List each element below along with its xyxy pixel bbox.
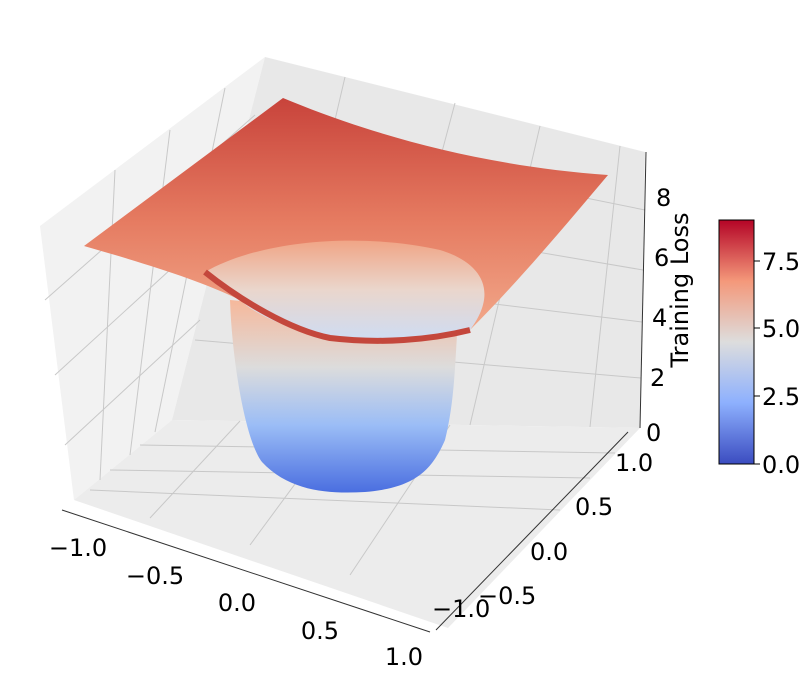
grid-line [89,489,561,511]
y-axis-line [435,431,629,631]
z-tick-label: 6 [654,244,669,272]
surface-funnel [230,300,458,493]
grid-line [99,169,116,481]
z-tick-label: 8 [656,184,671,212]
axis-lines [61,151,647,633]
colorbar-gradient [718,219,755,465]
x-tick-label: −1.0 [49,534,107,562]
x-tick-labels: −1.0 −0.5 0.0 0.5 1.0 [49,534,423,671]
y-tick-label: −0.5 [478,582,536,610]
y-tick-label: 0.5 [575,493,613,521]
x-axis-line [61,509,431,633]
colorbar: 0.0 2.5 5.0 7.5 [718,219,800,479]
z-tick-label: 0 [646,419,661,447]
surface [84,98,608,493]
grid-line [129,129,171,456]
z-axis-label: Training Loss [666,213,694,369]
y-tick-labels: −1.0 −0.5 0.0 0.5 1.0 [432,449,653,623]
x-tick-label: 0.5 [301,617,339,645]
colorbar-tick-label: 7.5 [762,248,800,276]
y-tick-label: 1.0 [615,449,653,477]
grid-line [589,145,621,428]
y-tick-label: −1.0 [432,595,490,623]
z-tick-labels: 0 2 4 6 8 [646,184,671,447]
x-tick-label: −0.5 [126,562,184,590]
x-tick-label: 0.0 [218,589,256,617]
z-tick-label: 4 [652,304,667,332]
y-tick-label: 0.0 [530,538,568,566]
colorbar-tick-label: 2.5 [762,383,800,411]
colorbar-tick-label: 5.0 [762,315,800,343]
z-tick-label: 2 [650,364,665,392]
surface-edge [203,269,471,344]
z-axis-line [639,151,647,429]
x-tick-label: 1.0 [385,643,423,671]
grid-line [149,420,241,519]
colorbar-tick-label: 0.0 [762,451,800,479]
grid-line [64,319,201,446]
